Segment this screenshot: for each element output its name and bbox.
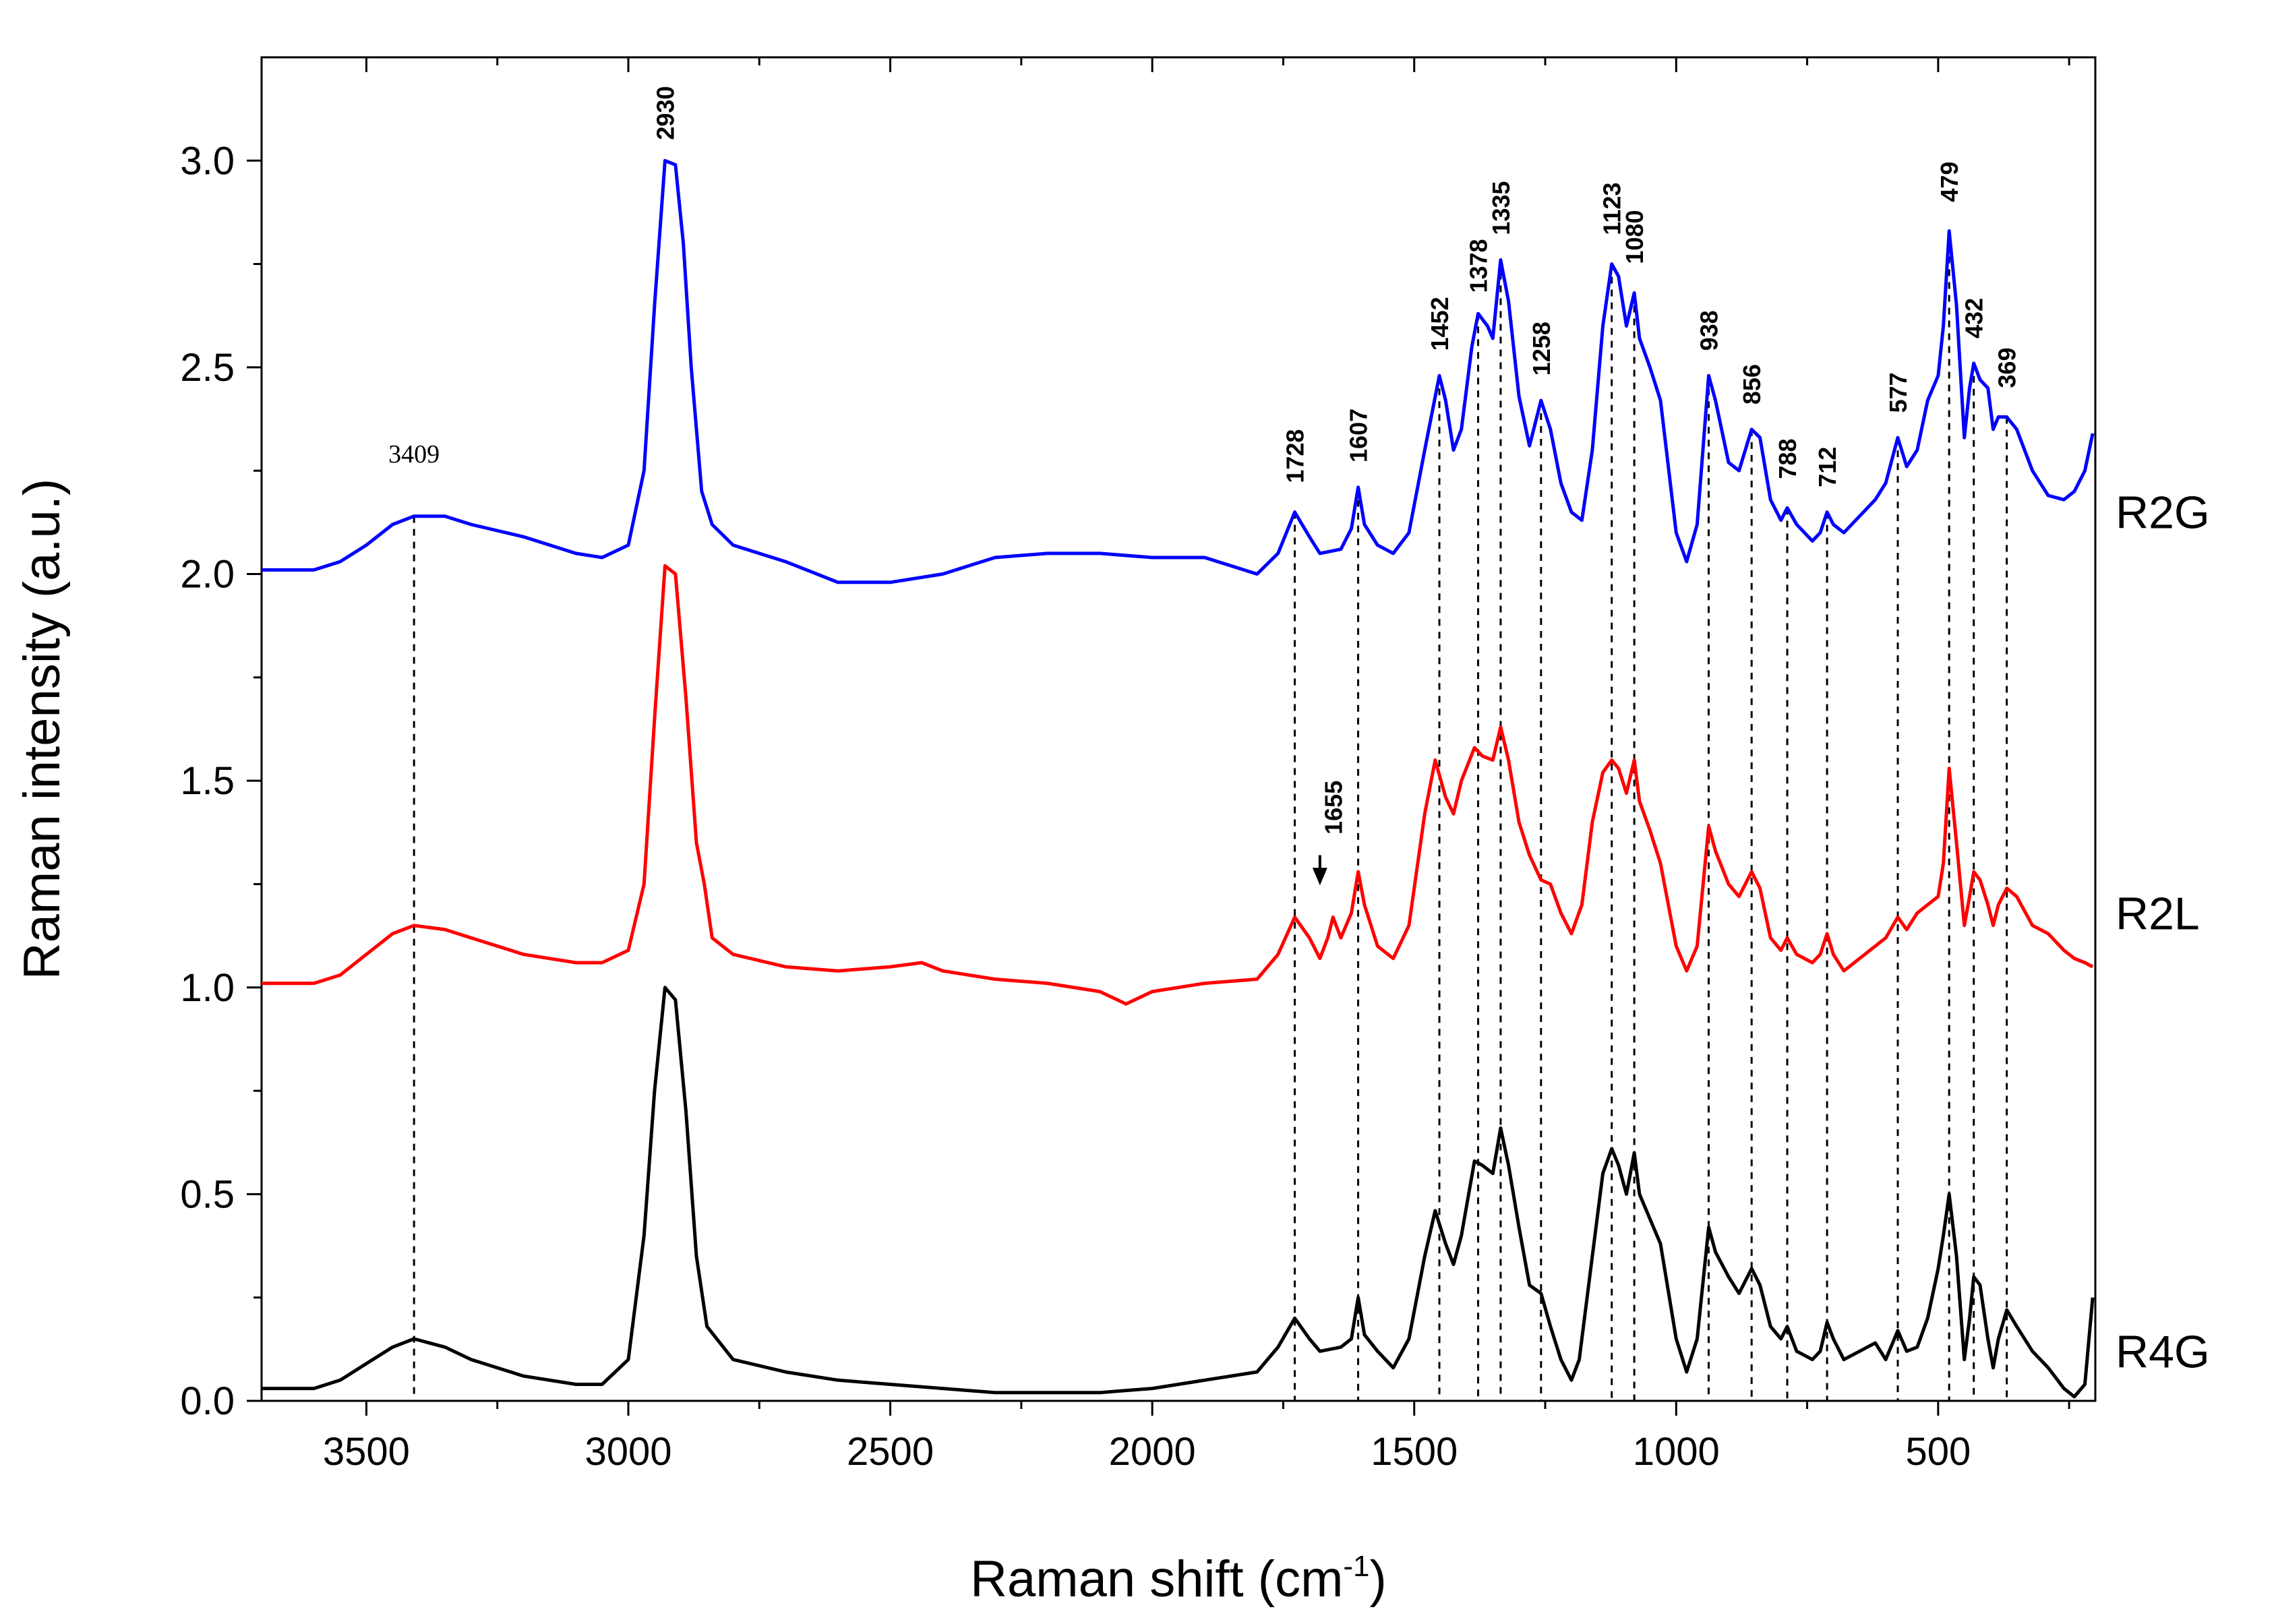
x-tick-label: 3500 <box>323 1430 410 1474</box>
plot-frame <box>260 56 2097 1402</box>
axis-titles: Raman intensity (a.u.) Raman shift (cm-1… <box>13 479 1387 1608</box>
peak-label: 3409 <box>388 440 440 469</box>
series-labels: R2G R2L R4G <box>2116 487 2210 1378</box>
peak-label: 479 <box>1936 162 1963 202</box>
peak-label: 788 <box>1774 438 1801 479</box>
y-axis-title: Raman intensity (a.u.) <box>13 479 71 980</box>
peak-label: 577 <box>1884 372 1912 413</box>
peak-label: 1655 <box>1319 781 1347 835</box>
peak-label: 1123 <box>1598 183 1626 235</box>
peak-label: 1452 <box>1426 297 1454 351</box>
y-tick-label: 3.0 <box>180 139 235 183</box>
peak-label: 369 <box>1994 348 2021 388</box>
arrow-head-icon <box>1312 868 1327 886</box>
peak-label: 2930 <box>651 86 679 140</box>
peak-label: 712 <box>1814 447 1841 487</box>
series-label-r4g: R4G <box>2116 1326 2210 1377</box>
peak-label: 856 <box>1738 364 1766 404</box>
plot-border <box>260 56 2097 1402</box>
peak-labels: 3409 2930 1728 1607 1452 1378 1335 1258 11231080… <box>388 86 2021 886</box>
peak-label: 1258 <box>1528 322 1555 375</box>
axes: 3500 3000 2500 2000 1500 1000 500 0.0 0.5 1.0 1.5 2… <box>180 57 2070 1474</box>
peak-label: 938 <box>1695 310 1723 351</box>
x-tick-label: 2000 <box>1109 1430 1196 1474</box>
x-tick-label: 1500 <box>1371 1430 1458 1474</box>
y-tick-label: 0.5 <box>180 1172 235 1216</box>
series-label-r2l: R2L <box>2116 888 2200 939</box>
series-line-r2g <box>262 158 2095 584</box>
series-group <box>262 158 2095 1399</box>
peak-label: 1607 <box>1345 409 1373 462</box>
y-tick-label: 0.0 <box>180 1379 235 1423</box>
y-tick-label: 2.5 <box>180 346 235 390</box>
y-tick-label: 1.0 <box>180 966 235 1010</box>
x-tick-label: 500 <box>1905 1430 1971 1474</box>
y-tick-label: 1.5 <box>180 759 235 803</box>
peak-label: 432 <box>1960 298 1988 338</box>
peak-label: 1728 <box>1282 429 1309 483</box>
y-tick-label: 2.0 <box>180 553 235 597</box>
x-axis-title-main: Raman shift (cm <box>970 1551 1343 1608</box>
x-axis-title: Raman shift (cm-1) <box>970 1550 1387 1608</box>
series-line-r2l <box>262 564 2094 1006</box>
x-axis-title-superscript: -1 <box>1343 1550 1369 1583</box>
peak-lines <box>413 231 2008 1401</box>
peak-label: 1378 <box>1465 239 1493 293</box>
peak-label: 1080 <box>1621 210 1648 264</box>
series-line-r4g <box>262 986 2095 1399</box>
x-tick-label: 1000 <box>1633 1430 1720 1474</box>
peak-label: 1335 <box>1487 181 1515 235</box>
x-tick-label: 2500 <box>847 1430 934 1474</box>
x-axis-title-end: ) <box>1370 1551 1387 1608</box>
series-label-r2g: R2G <box>2116 487 2210 539</box>
x-tick-label: 3000 <box>585 1430 671 1474</box>
